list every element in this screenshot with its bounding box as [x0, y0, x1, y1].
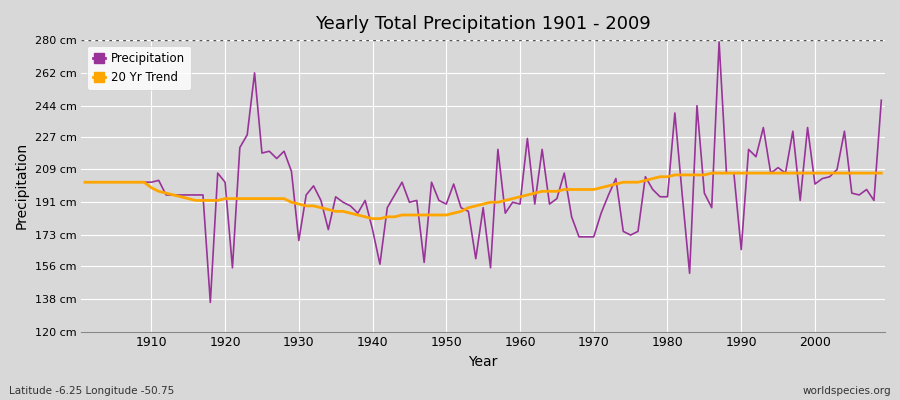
- X-axis label: Year: Year: [469, 355, 498, 369]
- Y-axis label: Precipitation: Precipitation: [15, 142, 29, 230]
- Text: Latitude -6.25 Longitude -50.75: Latitude -6.25 Longitude -50.75: [9, 386, 175, 396]
- Title: Yearly Total Precipitation 1901 - 2009: Yearly Total Precipitation 1901 - 2009: [315, 15, 651, 33]
- Legend: Precipitation, 20 Yr Trend: Precipitation, 20 Yr Trend: [87, 46, 191, 90]
- Text: worldspecies.org: worldspecies.org: [803, 386, 891, 396]
